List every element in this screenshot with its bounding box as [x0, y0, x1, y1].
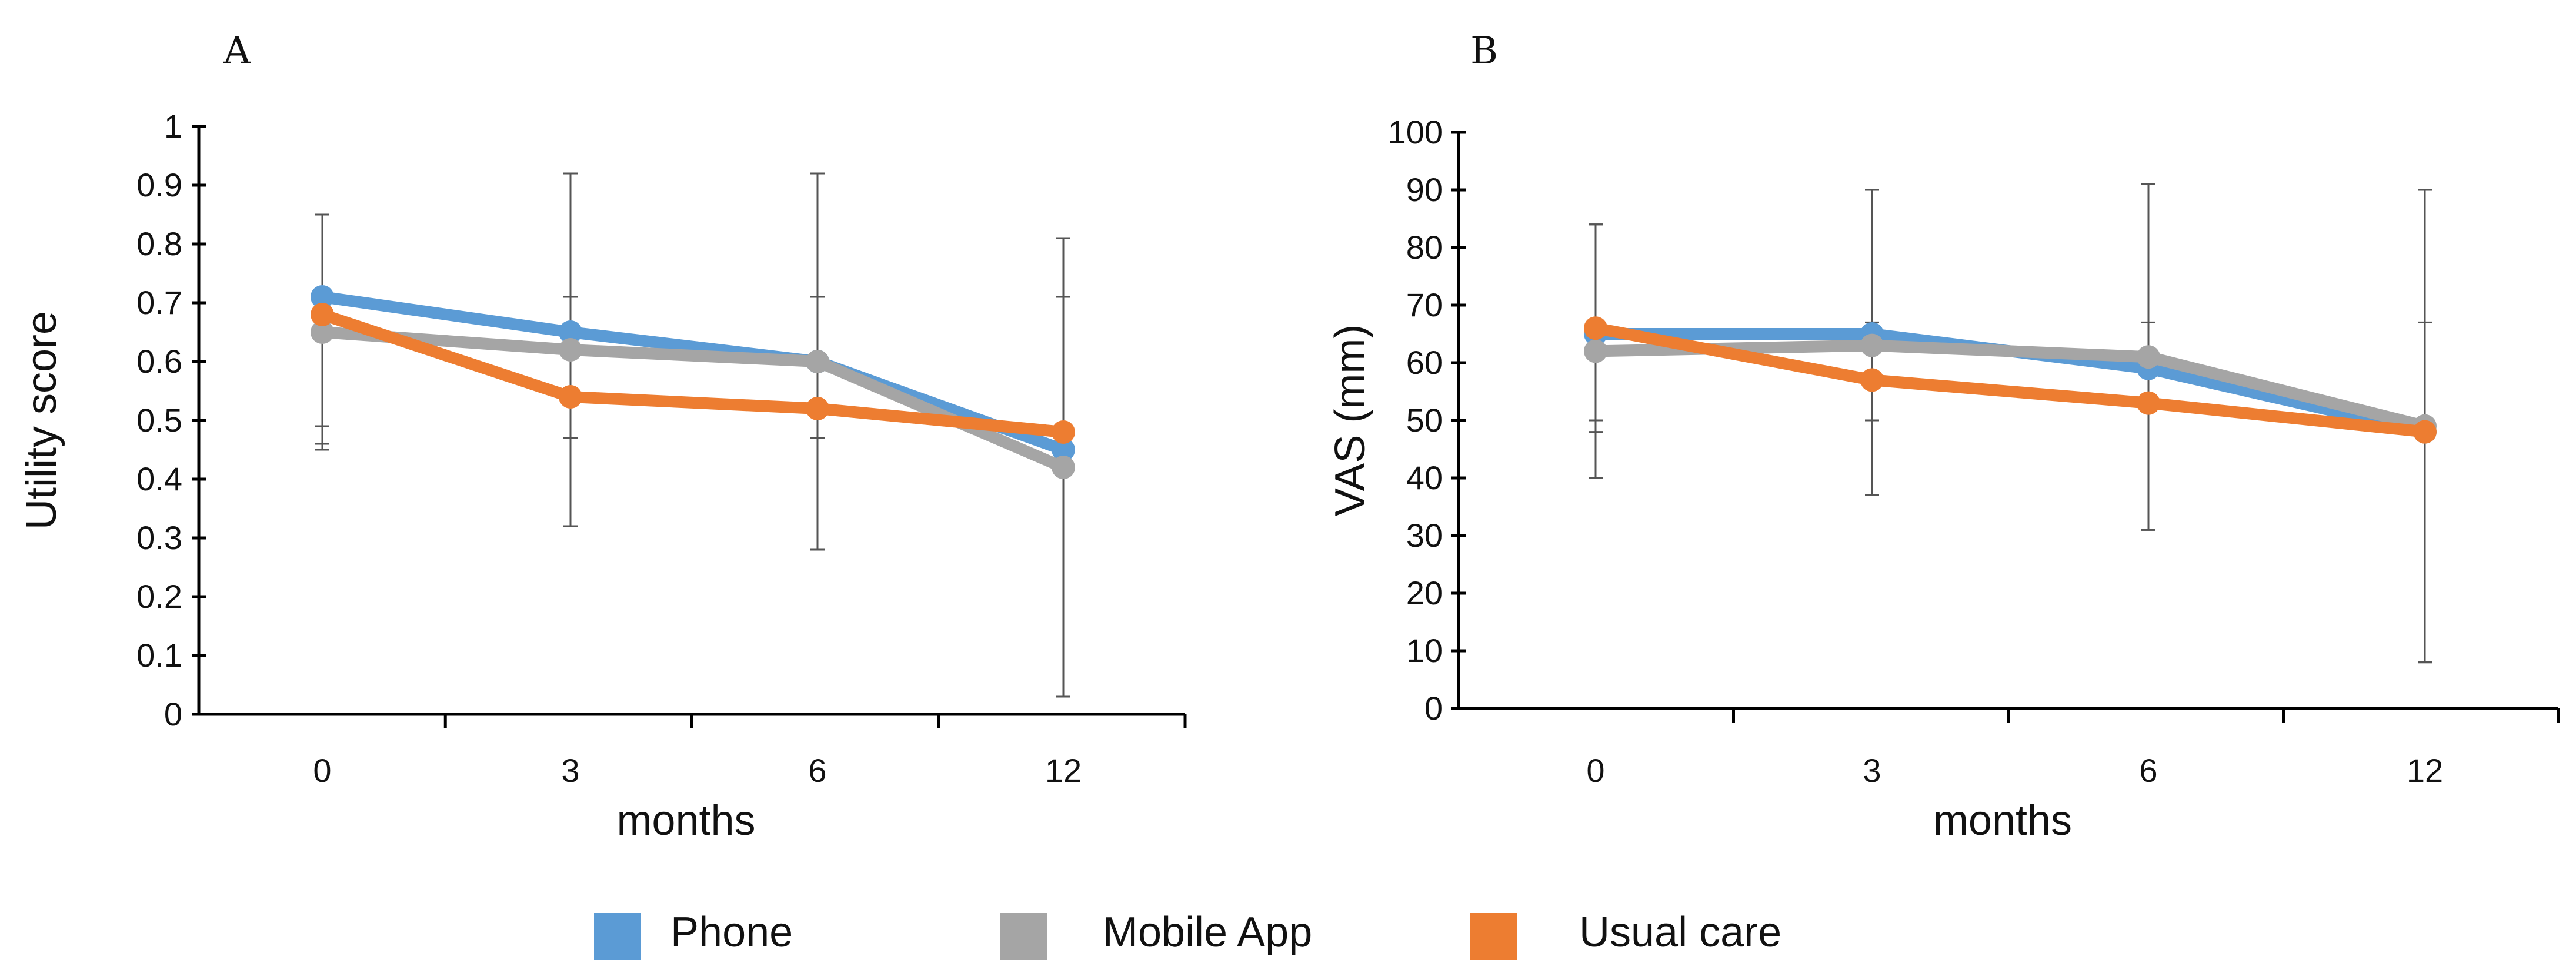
- charta-y-tick-label: 0.3: [136, 519, 182, 556]
- charta-y-tick-label: 0.5: [136, 402, 182, 439]
- chartb-point-usual-care: [2413, 420, 2437, 444]
- chartb-line-usual-care: [1594, 322, 2426, 438]
- charta-point-phone: [559, 320, 582, 344]
- chartb-x-tick-label: 0: [1586, 752, 1604, 789]
- charta-point-usual-care: [311, 303, 334, 326]
- chartb-y-tick-label: 80: [1406, 229, 1443, 266]
- charta-point-mobile-app: [559, 338, 582, 362]
- legend-swatch-phone: [594, 913, 641, 960]
- charta-point-mobile-app: [311, 320, 334, 344]
- panel-b-letter: B: [1470, 29, 1498, 73]
- chartb-y-tick-label: 10: [1406, 632, 1443, 669]
- charta-x-axis-title: months: [616, 797, 755, 844]
- charta-y-tick-label: 0.9: [136, 166, 182, 203]
- chartb-y-tick-label: 70: [1406, 286, 1443, 323]
- charta-x-tick-label: 0: [313, 752, 331, 789]
- charta-line-usual-care: [320, 309, 1064, 438]
- charta-y-tick-label: 0.2: [136, 578, 182, 615]
- chartb-y-tick-label: 40: [1406, 459, 1443, 496]
- chartb-point-usual-care: [2137, 391, 2160, 415]
- utility-score-chart: 0 0.1 0.2 0.3 0.4 0.5 0.6 0.7 0.8 0.9 1 0 3 6 12 months…: [18, 108, 1187, 844]
- charta-y-tick-label: 1: [164, 108, 182, 145]
- charta-x-tick-label: 6: [808, 752, 826, 789]
- legend-label-usual-care: Usual care: [1579, 909, 1781, 956]
- chartb-y-tick-label: 0: [1424, 690, 1443, 727]
- charta-y-tick-label: 0: [164, 695, 182, 733]
- chartb-point-mobile-app: [1860, 333, 1884, 357]
- vas-chart: 0 10 20 30 40 50 60 70 80 90 100 0 3 6 12 months VAS (mm…: [1327, 113, 2560, 844]
- charta-point-usual-care: [559, 385, 582, 409]
- chartb-x-tick-label: 6: [2139, 752, 2157, 789]
- chartb-y-tick-label: 20: [1406, 574, 1443, 611]
- panel-a-letter: A: [223, 29, 251, 73]
- chartb-point-mobile-app: [1584, 339, 1607, 363]
- charta-y-tick-label: 0.8: [136, 225, 182, 262]
- charta-line-phone: [321, 291, 1066, 456]
- chartb-y-tick-label: 50: [1406, 402, 1443, 439]
- charta-y-tick-label: 0.6: [136, 343, 182, 380]
- legend-swatch-mobile-app: [1000, 913, 1047, 960]
- chartb-y-tick-label: 100: [1388, 113, 1443, 150]
- chartb-x-tick-label: 12: [2407, 752, 2443, 789]
- charta-x-tick-label: 12: [1045, 752, 1082, 789]
- chartb-point-mobile-app: [2137, 345, 2160, 369]
- chartb-y-tick-label: 60: [1406, 344, 1443, 381]
- chartb-y-axis-title: VAS (mm): [1327, 325, 1374, 517]
- charta-point-usual-care: [806, 397, 829, 420]
- charta-y-tick-label: 0.7: [136, 284, 182, 321]
- legend-label-phone: Phone: [670, 909, 793, 956]
- charta-point-phone: [311, 285, 334, 309]
- chartb-point-usual-care: [1860, 368, 1884, 392]
- charta-point-usual-care: [1052, 420, 1075, 444]
- charta-point-mobile-app: [1052, 456, 1075, 479]
- charta-y-axis-title: Utility score: [18, 311, 65, 530]
- chartb-y-tick-label: 30: [1406, 517, 1443, 554]
- charta-y-tick-label: 0.4: [136, 460, 182, 497]
- charta-x-tick-label: 3: [561, 752, 579, 789]
- charta-point-phone: [1052, 438, 1075, 461]
- legend-swatch-usual-care: [1470, 913, 1517, 960]
- chartb-y-tick-label: 90: [1406, 171, 1443, 208]
- legend-label-mobile-app: Mobile App: [1103, 909, 1312, 956]
- chartb-x-axis-title: months: [1933, 797, 2072, 844]
- chartb-point-usual-care: [1584, 316, 1607, 340]
- charta-y-tick-label: 0.1: [136, 637, 182, 674]
- charta-point-mobile-app: [806, 350, 829, 373]
- legend: Phone Mobile App Usual care: [594, 909, 1781, 960]
- chartb-x-tick-label: 3: [1863, 752, 1881, 789]
